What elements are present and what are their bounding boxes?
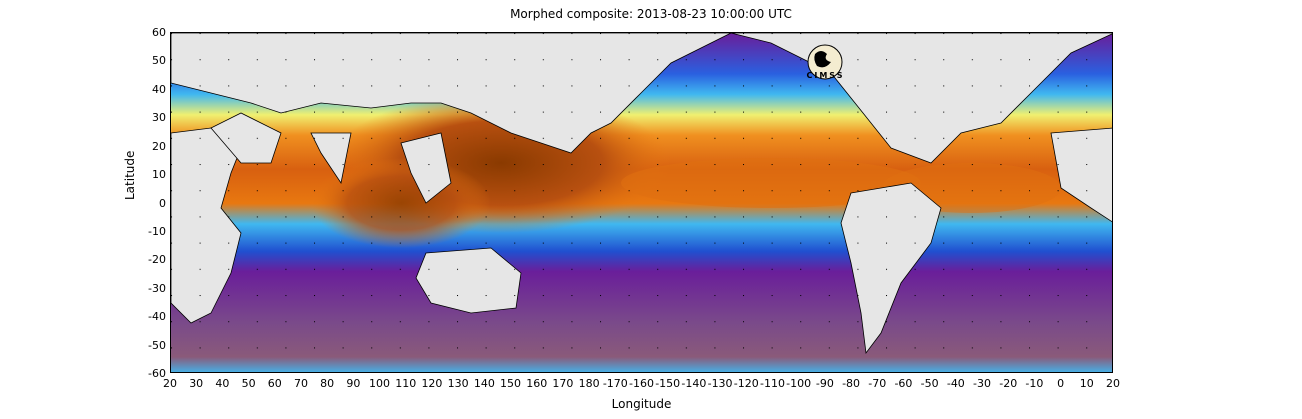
x-tick-label: 110: [395, 377, 417, 390]
y-tick-label: 20: [152, 139, 166, 153]
x-tick-label: 150: [500, 377, 522, 390]
y-tick-label: 40: [152, 82, 166, 96]
x-tick-label: -30: [973, 377, 991, 390]
x-tick-label: -20: [999, 377, 1018, 390]
x-tick-label: -140: [681, 377, 707, 390]
x-tick-label: 10: [1079, 377, 1094, 390]
x-tick-label: -40: [946, 377, 965, 390]
x-tick-label: -80: [842, 377, 861, 390]
y-tick-label: 50: [152, 54, 166, 68]
x-tick-label: -160: [629, 377, 654, 390]
y-tick-label: 0: [159, 196, 166, 210]
x-tick-label: -60: [894, 377, 913, 390]
x-tick-label: 100: [369, 377, 391, 390]
x-tick-label: 130: [447, 377, 469, 390]
logo-label: CIMSS: [806, 71, 845, 80]
x-tick-label: 0: [1057, 377, 1065, 390]
y-tick-label: -30: [148, 281, 166, 295]
x-tick-label: 70: [293, 377, 308, 390]
x-tick-label: -50: [920, 377, 939, 390]
y-tick-label: -50: [148, 338, 166, 352]
x-tick-label: 90: [346, 377, 361, 390]
x-tick-label: 60: [267, 377, 282, 390]
cimss-logo: [803, 42, 848, 86]
x-tick-label: 120: [421, 377, 443, 390]
y-tick-label: -60: [148, 367, 166, 380]
y-tick-label: 10: [152, 168, 166, 182]
x-tick-label: 20: [1106, 377, 1120, 390]
x-tick-label: 170: [552, 377, 574, 390]
y-axis-label: Latitude: [123, 150, 137, 200]
y-tick-label: -20: [148, 253, 166, 267]
x-tick-label: 180: [578, 377, 600, 390]
x-tick-label: 140: [473, 377, 495, 390]
x-tick-label: 80: [320, 377, 335, 390]
y-tick-label: -10: [148, 224, 166, 238]
graticule-dots: [171, 33, 1112, 372]
x-tick-label: -110: [759, 377, 785, 390]
x-axis-label: Longitude: [611, 397, 672, 411]
x-tick-label: 20: [163, 377, 177, 390]
x-tick-label: 30: [189, 377, 204, 390]
x-tick-label: -90: [815, 377, 834, 390]
map-plot-area: [170, 32, 1113, 373]
y-tick-label: 30: [152, 111, 166, 125]
x-tick-label: -150: [655, 377, 681, 390]
x-tick-label: -100: [786, 377, 812, 390]
x-tick-label: -170: [602, 377, 628, 390]
y-tick-label: 60: [152, 26, 166, 39]
x-tick-label: 40: [215, 377, 230, 390]
x-tick-label: -70: [868, 377, 887, 390]
x-tick-label: -130: [707, 377, 733, 390]
y-tick-label: -40: [148, 310, 166, 324]
x-tick-label: 160: [526, 377, 548, 390]
map-title: Morphed composite: 2013-08-23 10:00:00 U…: [510, 7, 792, 21]
x-tick-label: -10: [1025, 377, 1044, 390]
x-tick-label: 50: [241, 377, 256, 390]
x-tick-label: -120: [733, 377, 759, 390]
